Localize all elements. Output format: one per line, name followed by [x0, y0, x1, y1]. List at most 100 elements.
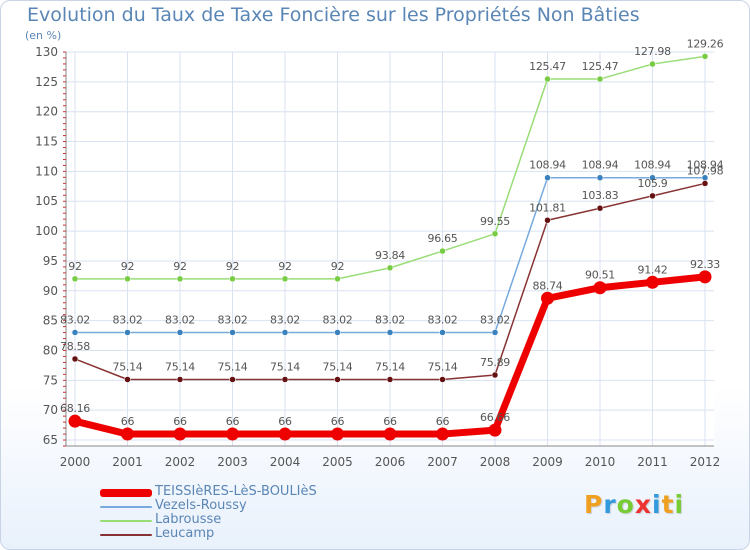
data-point — [439, 247, 446, 255]
data-label: 66 — [121, 415, 135, 428]
data-label: 66 — [278, 415, 292, 428]
legend-label: Vezels-Roussy — [155, 498, 247, 513]
legend-label: Labrousse — [155, 512, 222, 527]
data-point — [229, 329, 236, 336]
data-point — [334, 376, 341, 383]
data-point — [334, 275, 341, 283]
data-point — [121, 427, 134, 441]
data-point — [596, 174, 604, 181]
legend-swatch — [100, 520, 152, 522]
y-tick-label: 85 — [43, 314, 58, 328]
data-label: 75.14 — [375, 360, 405, 373]
data-point — [71, 329, 79, 336]
data-label: 108.94 — [634, 159, 671, 172]
data-label: 127.98 — [634, 45, 671, 58]
data-label: 92 — [331, 260, 344, 273]
data-label: 99.55 — [480, 215, 510, 228]
data-point — [491, 329, 499, 336]
data-point — [593, 281, 607, 295]
data-label: 92 — [278, 260, 291, 273]
data-point — [541, 291, 554, 305]
data-label: 108.94 — [529, 159, 566, 172]
data-label: 108.94 — [687, 159, 724, 172]
legend-swatch — [100, 489, 152, 497]
data-point — [544, 217, 551, 224]
x-tick-label: 2002 — [165, 455, 196, 469]
logo-letter: x — [634, 490, 652, 519]
x-tick-label: 2011 — [637, 455, 668, 469]
data-point — [176, 275, 184, 283]
x-tick-label: 2000 — [60, 455, 91, 469]
data-point — [124, 275, 131, 283]
data-point — [278, 427, 292, 441]
data-label: 83.02 — [165, 313, 195, 326]
proxiti-logo: Proxiti — [584, 490, 684, 519]
data-point — [544, 75, 551, 83]
y-tick-label: 80 — [43, 343, 58, 357]
data-label: 75.14 — [113, 360, 143, 373]
logo-letter: t — [661, 490, 675, 519]
data-point — [596, 75, 604, 83]
data-point — [383, 427, 397, 441]
data-point — [596, 204, 604, 212]
data-label: 83.02 — [113, 313, 143, 326]
data-point — [649, 60, 656, 68]
data-point — [176, 376, 184, 383]
data-point — [331, 427, 344, 441]
data-label: 66 — [331, 415, 345, 428]
logo-letter: r — [603, 490, 617, 519]
data-point — [71, 275, 79, 283]
y-tick-label: 105 — [35, 194, 58, 208]
data-label: 107.98 — [687, 164, 724, 177]
y-tick-label: 115 — [35, 135, 58, 149]
data-label: 66 — [436, 415, 450, 428]
data-point — [386, 329, 394, 336]
data-point — [436, 427, 449, 441]
data-label: 125.47 — [582, 60, 619, 73]
data-label: 108.94 — [582, 159, 619, 172]
data-label: 92 — [68, 260, 81, 273]
data-point — [386, 264, 394, 272]
logo-letter: P — [584, 490, 604, 519]
y-tick-label: 95 — [43, 254, 58, 268]
data-label: 105.9 — [638, 177, 668, 190]
data-point — [649, 192, 656, 200]
data-label: 101.81 — [529, 201, 566, 214]
data-label: 68.16 — [60, 402, 90, 415]
legend-label: Leucamp — [155, 526, 215, 541]
legend-swatch — [100, 506, 152, 508]
data-label: 66 — [226, 415, 240, 428]
data-label: 92 — [173, 260, 186, 273]
x-tick-label: 2012 — [690, 455, 721, 469]
data-label: 75.14 — [218, 360, 248, 373]
logo-letter: i — [652, 490, 662, 519]
data-label: 83.02 — [375, 313, 405, 326]
data-point — [173, 427, 187, 441]
x-tick-label: 2003 — [217, 455, 248, 469]
data-point — [226, 427, 239, 441]
y-tick-label: 75 — [43, 373, 58, 387]
data-label: 75.89 — [480, 356, 510, 369]
data-point — [698, 270, 712, 284]
data-label: 83.02 — [218, 313, 248, 326]
logo-letter: o — [616, 490, 635, 519]
data-point — [281, 376, 289, 383]
x-tick-label: 2004 — [270, 455, 301, 469]
data-point — [68, 414, 82, 428]
data-point — [439, 329, 446, 336]
data-point — [491, 371, 499, 379]
data-point — [176, 329, 184, 336]
data-label: 83.02 — [480, 313, 510, 326]
y-axis-unit-label: (en %) — [25, 29, 62, 42]
data-label: 83.02 — [270, 313, 300, 326]
data-label: 93.84 — [375, 249, 405, 262]
logo-letter: i — [674, 490, 685, 519]
data-point — [544, 174, 551, 181]
data-label: 91.42 — [638, 263, 668, 276]
legend-label: TEISSIèRES-LèS-BOULIèS — [155, 484, 317, 499]
data-label: 75.14 — [428, 360, 458, 373]
data-label: 66 — [383, 415, 397, 428]
data-point — [439, 376, 446, 383]
y-tick-label: 70 — [43, 403, 58, 417]
